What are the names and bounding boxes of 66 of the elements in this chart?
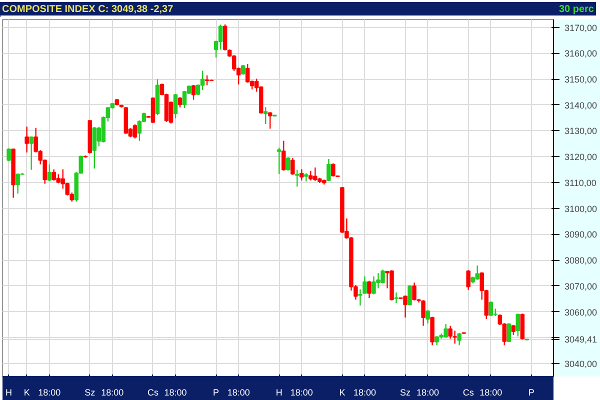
candlestick [29, 136, 34, 170]
x-tick-label: Sz [400, 388, 412, 398]
candlestick [24, 126, 29, 154]
chart-title: COMPOSITE INDEX C: 3049,38 -2,37 [2, 3, 174, 17]
x-tick-label: 18:00 [290, 388, 313, 398]
candlestick [132, 124, 138, 140]
y-tick-label: 3170,00 [564, 22, 598, 33]
candlestick [466, 270, 470, 290]
text: 30 perc [558, 3, 594, 17]
x-tick-label: 18:00 [38, 388, 61, 398]
x-tick-label: Cs [462, 388, 474, 398]
y-tick-label: 3150,00 [564, 74, 598, 84]
candlestick [6, 148, 11, 162]
x-tick-label: K [339, 388, 346, 398]
candlestick [290, 158, 295, 176]
candlestick [295, 169, 300, 188]
x-tick-label: Sz [84, 388, 96, 398]
y-tick-label: 3040,00 [564, 359, 598, 370]
y-tick-label: 3080,00 [564, 256, 598, 266]
candlestick [457, 332, 462, 346]
candlestick [426, 310, 430, 324]
candlestick [268, 112, 272, 130]
x-tick-label: 18:00 [416, 388, 440, 398]
candlestick [394, 292, 398, 304]
candlestick [286, 156, 290, 172]
x-tick-label: 18:00 [227, 388, 250, 398]
y-tick-label: 3070,00 [564, 281, 598, 292]
candlestick [47, 164, 52, 182]
x-tick-label: H [276, 388, 282, 398]
y-tick-label: 3060,00 [564, 307, 598, 318]
candlestick [326, 158, 331, 182]
x-tick-label: H [6, 388, 12, 398]
y-tick-label: 3110,00 [564, 178, 596, 188]
y-tick-label: 3130,00 [564, 126, 598, 136]
x-tick-label: P [528, 388, 534, 398]
y-tick-label: 3049,41 [564, 334, 598, 345]
x-tick-label: 18:00 [101, 388, 124, 398]
candlestick [511, 324, 516, 336]
candlestick [408, 284, 412, 306]
y-tick-label: 3100,00 [564, 204, 598, 214]
candlestick [506, 322, 512, 343]
candlestick [516, 313, 520, 337]
y-tick-label: 3160,00 [564, 48, 598, 59]
y-tick-label: 3090,00 [564, 230, 598, 240]
candlestick [200, 70, 205, 91]
candlestick [222, 24, 228, 52]
candlestick [173, 93, 178, 119]
candlestick [367, 280, 372, 299]
candlestick [218, 24, 223, 50]
candlestick [277, 147, 282, 175]
x-tick-label: 18:00 [480, 388, 502, 398]
candlestick [178, 96, 182, 108]
candlestick [92, 126, 97, 170]
y-tick-label: 3140,00 [564, 100, 598, 110]
candlestick [300, 168, 304, 182]
x-tick-label: Cs [147, 388, 159, 398]
candlestick [191, 84, 196, 100]
candlestick [204, 74, 210, 86]
candlestick [282, 140, 286, 172]
x-tick-label: 18:00 [164, 388, 187, 398]
y-tick-label: 3120,00 [564, 152, 598, 162]
x-tick-label: P [213, 388, 220, 398]
candlestick [245, 63, 250, 84]
x-tick-label: K [24, 388, 30, 398]
candlestick [263, 106, 268, 125]
x-tick-label: 18:00 [353, 388, 376, 398]
